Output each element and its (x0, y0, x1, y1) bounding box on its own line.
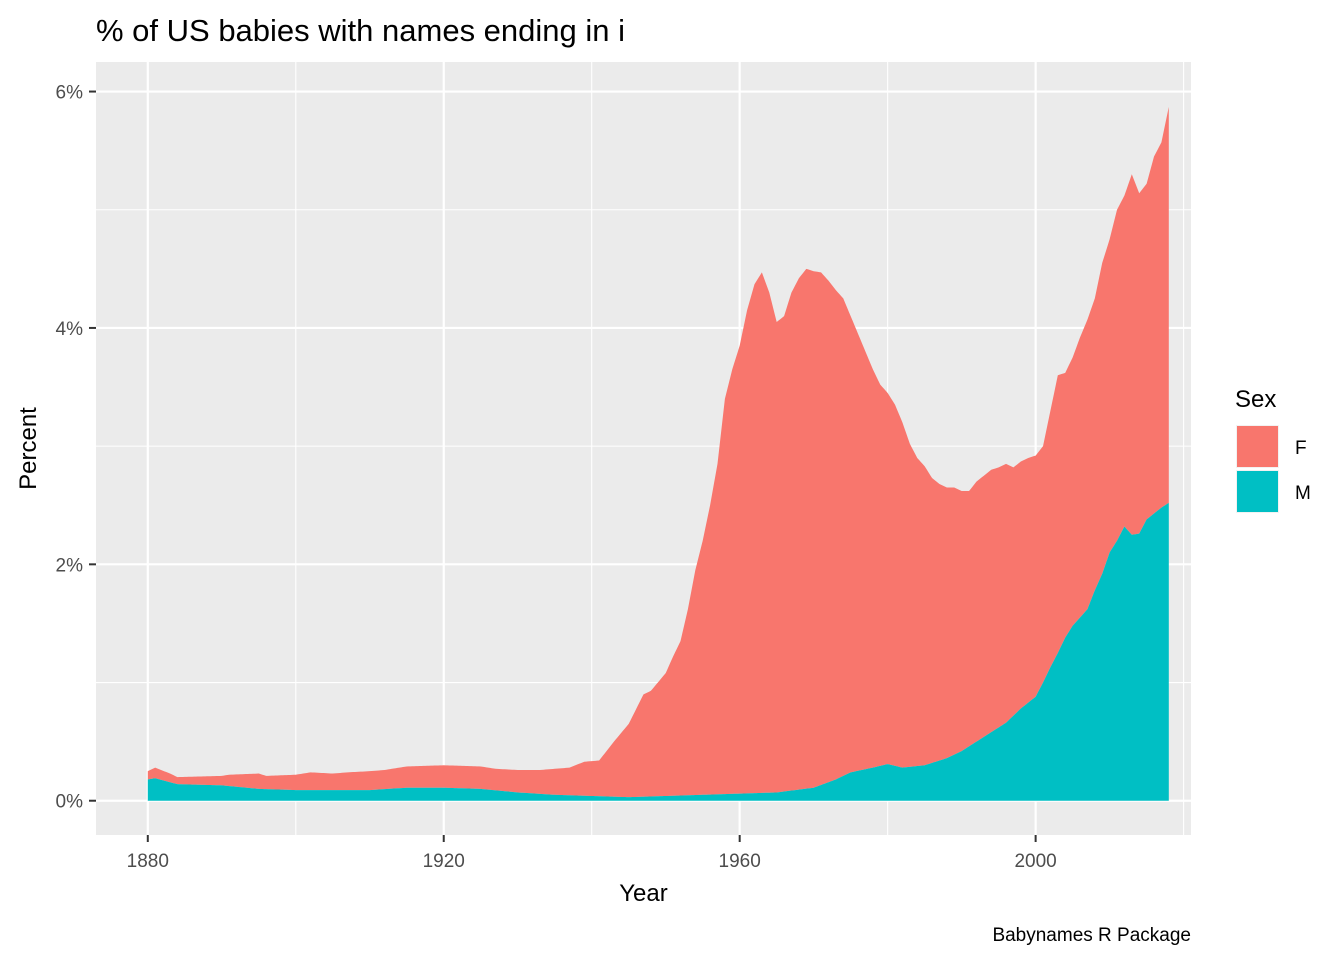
x-axis-title: Year (619, 880, 668, 907)
legend-label-M: M (1295, 483, 1311, 504)
x-tick-label: 1960 (719, 851, 761, 872)
x-tick-label: 1880 (127, 851, 169, 872)
area-series (147, 106, 1169, 801)
x-tick-label: 2000 (1014, 851, 1056, 872)
y-tick-label: 2% (56, 555, 84, 576)
legend-key-F (1237, 426, 1278, 467)
chart-title: % of US babies with names ending in i (96, 13, 625, 48)
legend-key-M (1237, 471, 1278, 512)
area-M (147, 502, 1169, 801)
x-axis: 1880 1920 1960 2000 (127, 835, 1057, 872)
legend-label-F: F (1295, 438, 1307, 459)
area-F (147, 106, 1169, 798)
y-tick-label: 0% (56, 792, 84, 813)
legend: Sex F M (1235, 386, 1311, 513)
chart-caption: Babynames R Package (992, 925, 1191, 946)
y-tick-label: 4% (56, 319, 84, 340)
y-axis: 0% 2% 4% 6% (56, 83, 96, 813)
y-axis-title: Percent (15, 407, 42, 490)
y-tick-label: 6% (56, 83, 84, 104)
x-tick-label: 1920 (423, 851, 465, 872)
legend-title: Sex (1235, 386, 1276, 413)
